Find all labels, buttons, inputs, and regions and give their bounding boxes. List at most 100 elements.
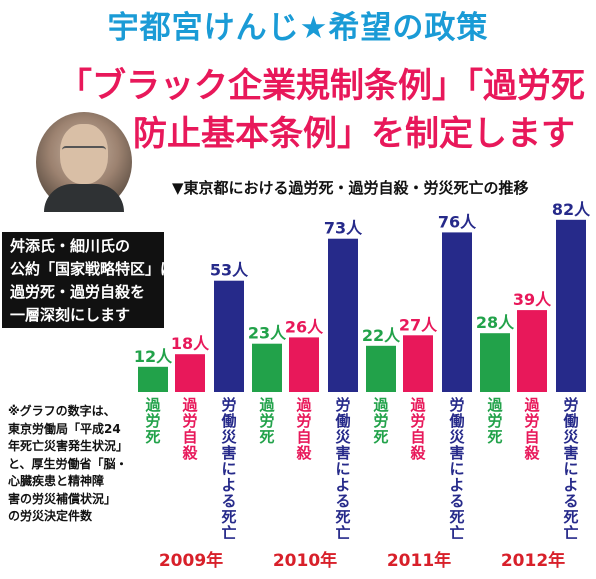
series-label-char: 亡: [335, 524, 350, 542]
data-label: 82人: [552, 200, 591, 219]
series-label-char: 過: [181, 396, 198, 414]
note-line-7: の労災決定件数: [8, 509, 93, 523]
data-label: 22人: [362, 326, 401, 345]
year-label: 2011年: [387, 550, 451, 571]
series-label-char: よ: [449, 476, 464, 494]
data-label: 39人: [513, 290, 552, 309]
series-label-char: 災: [221, 428, 237, 446]
series-label-char: 害: [449, 444, 464, 462]
series-label-char: 自: [410, 428, 425, 446]
series-label-char: 過: [523, 396, 540, 414]
callout-line-3: 過労死・過労自殺を: [10, 283, 146, 301]
series-label-char: 過: [372, 396, 389, 414]
series-label-char: 死: [373, 428, 388, 446]
bar-2009年-過労死: [138, 366, 168, 392]
series-label-char: 自: [182, 428, 197, 446]
series-label-char: 害: [335, 444, 350, 462]
bar-2009年-過労自殺: [175, 354, 205, 392]
series-label-char: る: [221, 492, 236, 510]
bar-2012年-過労死: [480, 333, 510, 392]
callout-line-1: 舛添氏・細川氏の: [10, 237, 131, 255]
data-label: 27人: [399, 315, 438, 334]
series-label-char: 死: [563, 508, 578, 526]
series-label-char: 過: [486, 396, 503, 414]
series-label-char: 労: [524, 412, 539, 430]
series-label-char: 殺: [523, 444, 540, 462]
data-label: 23人: [248, 324, 287, 343]
series-label-char: る: [449, 492, 464, 510]
source-note: ※グラフの数字は、 東京労働局「平成24 年死亡災害発生状況」 と、厚生労働省「…: [8, 403, 128, 526]
series-label-char: 労: [145, 412, 160, 430]
bar-2011年-過労自殺: [403, 335, 433, 392]
note-line-6: 害の労災補償状況」: [8, 491, 117, 506]
series-label-char: 害: [563, 444, 578, 462]
data-label: 18人: [171, 334, 210, 353]
bar-2010年-過労死: [252, 343, 282, 392]
series-label-char: に: [563, 460, 578, 478]
series-label-char: 労: [563, 396, 578, 414]
series-label-char: 死: [335, 508, 350, 526]
series-label-char: 自: [524, 428, 539, 446]
callout-line-4: 一層深刻にします: [10, 306, 131, 324]
data-label: 73人: [324, 219, 363, 238]
series-label-char: よ: [563, 476, 578, 494]
series-label-char: 亡: [449, 524, 464, 542]
series-label-char: 過: [258, 396, 275, 414]
series-label-char: 亡: [563, 524, 578, 542]
page-title: 宇都宮けんじ★希望の政策: [107, 10, 489, 46]
series-label-char: に: [221, 460, 236, 478]
series-label-char: 災: [449, 428, 465, 446]
bar-2012年-過労自殺: [517, 310, 547, 392]
headline-line-2: 防止基本条例」を制定します: [133, 114, 575, 154]
year-label: 2009年: [159, 550, 223, 571]
note-line-4: と、厚生労働省「脳・: [8, 456, 128, 471]
series-label-char: 死: [145, 428, 160, 446]
year-label: 2010年: [273, 550, 337, 571]
bar-2012年-労働災害による死亡: [556, 219, 586, 392]
series-label-char: よ: [335, 476, 350, 494]
series-label-char: 死: [259, 428, 274, 446]
data-label: 12人: [134, 347, 173, 366]
bar-2010年-過労自殺: [289, 337, 319, 392]
series-label-char: 殺: [409, 444, 426, 462]
series-label-char: 働: [448, 412, 464, 430]
series-label-char: 害: [221, 444, 236, 462]
series-label-char: る: [563, 492, 578, 510]
note-line-1: ※グラフの数字は、: [8, 404, 116, 418]
series-label-char: 労: [487, 412, 502, 430]
data-label: 76人: [438, 212, 477, 231]
series-label-char: に: [335, 460, 350, 478]
data-label: 26人: [285, 317, 324, 336]
series-label-char: る: [335, 492, 350, 510]
series-label-char: 労: [182, 412, 197, 430]
series-label-char: 災: [335, 428, 351, 446]
callout-line-2: 公約「国家戦略特区」は: [10, 260, 176, 278]
note-line-3: 年死亡災害発生状況」: [8, 439, 129, 453]
series-label-char: 労: [335, 396, 350, 414]
series-label-char: 過: [144, 396, 161, 414]
bar-2011年-労働災害による死亡: [442, 232, 472, 392]
series-label-char: 死: [449, 508, 464, 526]
headline-line-1: 「ブラック企業規制条例」「過労死: [58, 66, 585, 106]
series-label-char: 労: [296, 412, 311, 430]
series-label-char: 過: [409, 396, 426, 414]
series-label-char: 労: [373, 412, 388, 430]
series-label-char: 労: [410, 412, 425, 430]
candidate-photo: [36, 112, 132, 212]
data-label: 53人: [210, 261, 249, 280]
series-label-char: 殺: [295, 444, 312, 462]
note-line-5: 心臓疾患と精神障: [8, 474, 105, 488]
series-label-char: 働: [220, 412, 236, 430]
series-label-char: 労: [449, 396, 464, 414]
bar-2011年-過労死: [366, 345, 396, 392]
chart-subtitle: ▼東京都における過労死・過労自殺・労災死亡の推移: [172, 179, 529, 197]
data-label: 28人: [476, 313, 515, 332]
series-label-char: 労: [259, 412, 274, 430]
series-label-char: 殺: [181, 444, 198, 462]
series-label-char: 自: [296, 428, 311, 446]
note-line-2: 東京労働局「平成24: [8, 421, 121, 436]
series-label-char: 死: [487, 428, 502, 446]
series-label-char: 働: [334, 412, 350, 430]
callout-box: 舛添氏・細川氏の 公約「国家戦略特区」は 過労死・過労自殺を 一層深刻にします: [2, 232, 176, 328]
